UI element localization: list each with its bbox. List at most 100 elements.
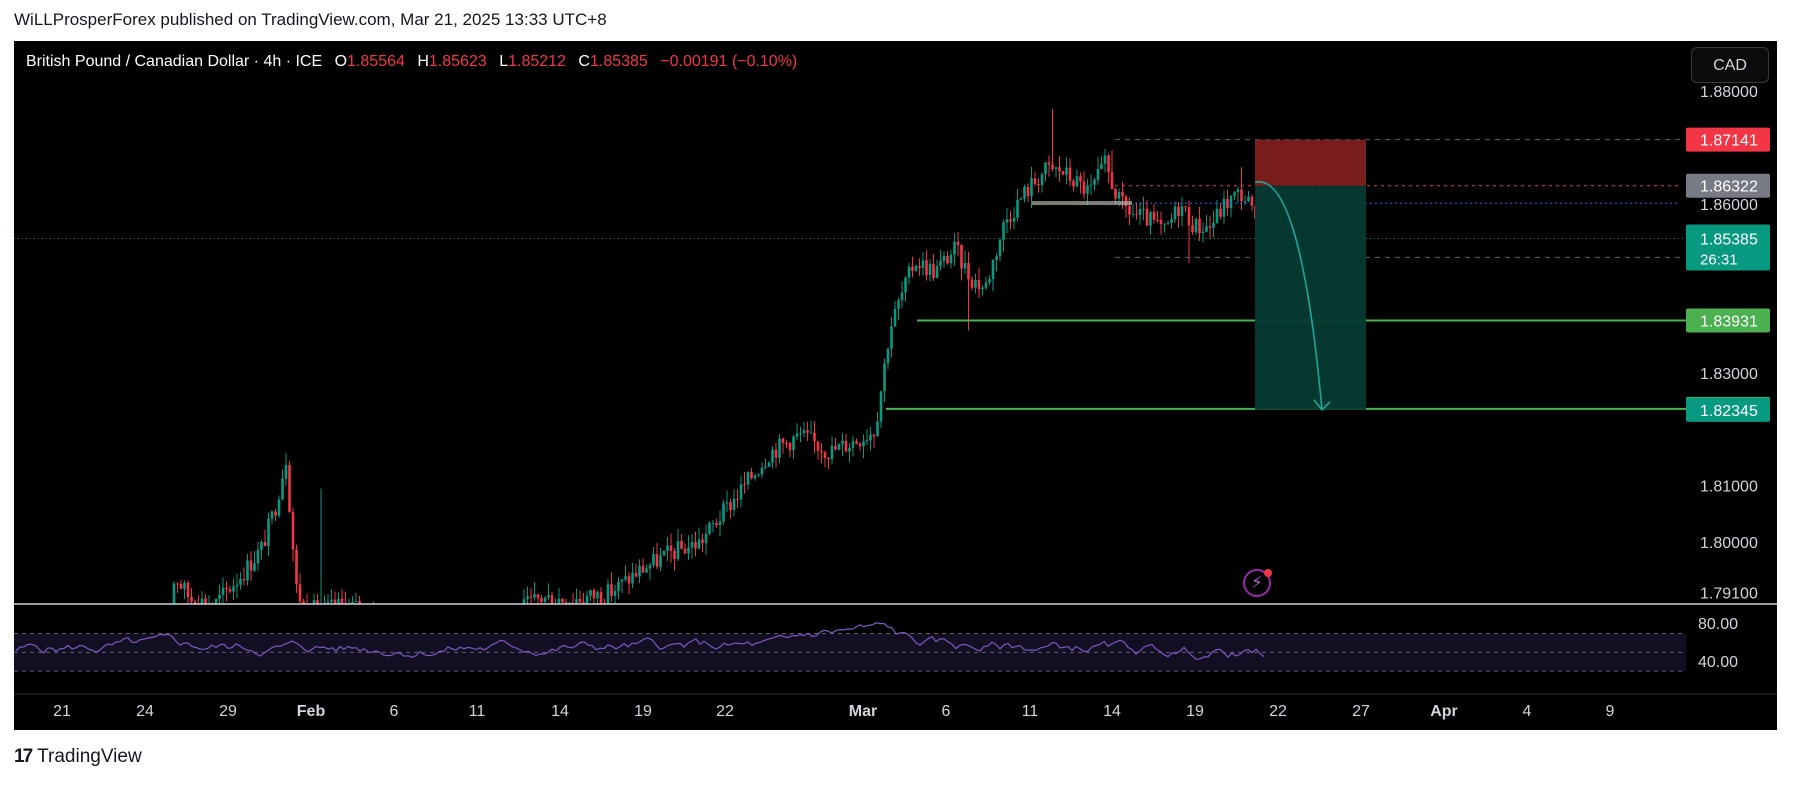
candle-up [886,348,890,364]
candle-down [1026,186,1030,197]
candle-up [718,521,722,526]
candle-up [547,595,550,598]
candle-down [694,541,697,549]
candle-down [306,604,309,619]
candle-up [337,598,340,604]
candle-up [939,260,942,267]
time-tick-label: 14 [551,703,569,720]
candle-down [834,445,837,450]
tradingview-logo[interactable]: 17 TradingView [14,746,142,768]
candle-up [246,560,249,581]
candle-up [312,600,316,604]
candle-up [512,615,515,617]
candle-up [963,262,967,269]
candle-up [764,466,767,468]
candle-up [974,279,977,288]
candle-down [550,595,554,604]
candle-down [813,432,816,442]
candle-up [690,541,694,548]
close-value: 1.85385 [589,53,648,70]
candle-up [1005,219,1009,223]
time-tick-label: 29 [219,703,237,720]
candle-up [1142,208,1145,210]
tv-logo-icon: 17 [14,746,33,767]
candle-down [1219,208,1222,217]
candle-down [1198,218,1201,234]
candle-down [204,598,207,604]
candle-up [900,292,904,301]
candle-down [309,619,312,620]
candle-up [1180,206,1184,216]
candle-up [1075,176,1079,187]
time-tick-label: 11 [1022,703,1039,720]
candle-up [890,326,893,349]
candle-up [326,601,330,603]
candle-up [1023,186,1026,199]
candle-down [460,627,463,628]
candle-down [197,608,200,610]
candle-up [260,542,263,550]
candle-down [536,594,540,599]
candle-down [641,565,645,573]
chart-frame[interactable] [14,41,1777,730]
candle-down [820,450,823,453]
candle-up [942,255,946,261]
low-label: L [499,53,509,70]
candle-down [404,613,407,625]
candle-down [340,598,344,604]
candle-down [249,560,253,571]
candle-down [211,605,214,606]
candle-down [1110,171,1114,190]
candle-up [557,598,561,604]
candle-down [599,592,603,604]
rsi-tick-label: 40.00 [1698,654,1738,671]
candle-down [333,599,337,604]
candle-up [397,624,400,628]
candle-up [221,587,225,595]
candle-up [277,499,281,516]
candle-down [1240,189,1243,202]
candle-up [757,474,760,476]
candle-up [687,547,690,554]
candle-down [781,438,785,443]
time-tick-label: 24 [136,703,154,720]
candle-up [1016,199,1019,218]
candle-up [991,259,995,280]
candle-up [995,256,998,260]
candle-up [267,518,270,547]
candle-up [1044,162,1047,175]
candle-down [442,630,445,634]
candle-up [1212,222,1215,228]
time-tick-label: 6 [942,703,951,720]
candle-down [495,614,498,622]
candle-up [1222,198,1226,217]
candle-up [1065,167,1068,175]
candle-down [827,457,830,460]
candle-up [575,599,578,604]
candle-up [620,579,624,582]
time-tick-label: 22 [1269,703,1287,720]
candle-up [1170,219,1173,223]
candle-down [1068,167,1072,181]
candle-up [1093,179,1096,185]
candle-up [851,441,855,448]
candle-up [239,579,242,585]
candle-down [295,549,298,585]
currency-button[interactable]: CAD [1691,47,1769,83]
candle-up [645,568,648,573]
candle-down [383,612,386,616]
symbol-title[interactable]: British Pound / Canadian Dollar · 4h · I… [26,53,323,70]
candle-up [169,606,172,623]
candle-up [935,266,939,278]
candle-down [844,440,848,452]
alerts-bolt-icon[interactable]: ⚡ [1243,569,1272,597]
candle-up [722,503,725,522]
candle-down [683,548,687,554]
candle-up [1012,217,1016,222]
time-tick-label: Apr [1430,703,1458,720]
price-label-text: 1.85385 [1700,232,1758,249]
candle-up [379,612,382,622]
candle-down [743,484,746,486]
candle-up [1194,218,1198,233]
